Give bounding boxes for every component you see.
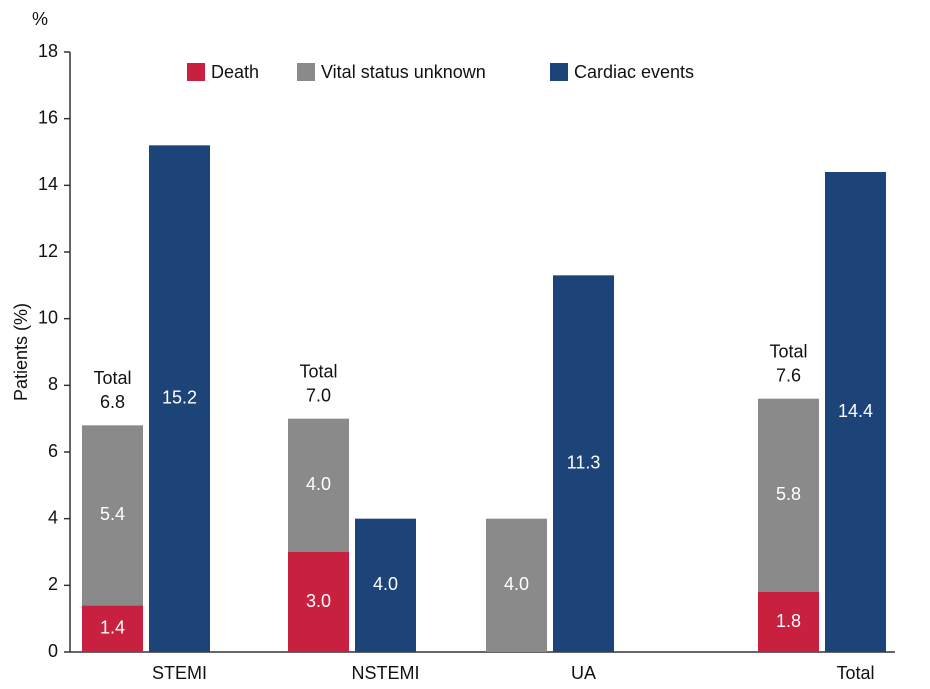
legend-swatch: [297, 63, 315, 81]
y-tick-label: 12: [38, 241, 58, 261]
bar-segment: [758, 398, 819, 592]
legend-label: Vital status unknown: [321, 62, 486, 82]
value-label: 4.0: [306, 474, 331, 494]
bar-segment: [82, 425, 143, 606]
legend-swatch: [550, 63, 568, 81]
total-value: 7.6: [776, 365, 801, 385]
bar-segment: [825, 172, 886, 652]
legend-swatch: [187, 63, 205, 81]
value-label: 1.8: [776, 611, 801, 631]
bar-segment: [553, 275, 614, 652]
value-label: 3.0: [306, 591, 331, 611]
value-label: 4.0: [504, 574, 529, 594]
legend-label: Death: [211, 62, 259, 82]
y-unit: %: [32, 9, 48, 29]
bar-segment: [355, 518, 416, 652]
bar-segment: [758, 592, 819, 652]
value-label: 5.8: [776, 484, 801, 504]
y-tick-label: 10: [38, 307, 58, 327]
value-label: 11.3: [567, 452, 601, 472]
total-value: 6.8: [100, 392, 125, 412]
legend-label: Cardiac events: [574, 62, 694, 82]
x-tick-label: UA: [571, 663, 596, 683]
bar-segment: [82, 605, 143, 652]
y-tick-label: 8: [48, 374, 58, 394]
y-axis-label: Patients (%): [11, 303, 31, 401]
total-title: Total: [299, 361, 337, 381]
value-label: 1.4: [100, 617, 125, 637]
y-tick-label: 6: [48, 441, 58, 461]
bar-segment: [486, 518, 547, 652]
x-tick-label: STEMI: [152, 663, 207, 683]
bar-segment: [288, 418, 349, 552]
total-title: Total: [93, 368, 131, 388]
y-tick-label: 14: [38, 174, 58, 194]
value-label: 5.4: [100, 504, 125, 524]
y-tick-label: 2: [48, 574, 58, 594]
bar-segment: [288, 552, 349, 652]
value-label: 14.4: [838, 401, 873, 421]
total-title: Total: [769, 341, 807, 361]
total-value: 7.0: [306, 385, 331, 405]
x-tick-label: Total: [836, 663, 874, 683]
bar-segment: [149, 145, 210, 653]
value-label: 4.0: [373, 574, 398, 594]
y-tick-label: 4: [48, 507, 58, 527]
y-tick-label: 18: [38, 41, 58, 61]
value-label: 15.2: [162, 387, 197, 407]
y-tick-label: 0: [48, 641, 58, 661]
y-tick-label: 16: [38, 107, 58, 127]
x-tick-label: NSTEMI: [351, 663, 419, 683]
